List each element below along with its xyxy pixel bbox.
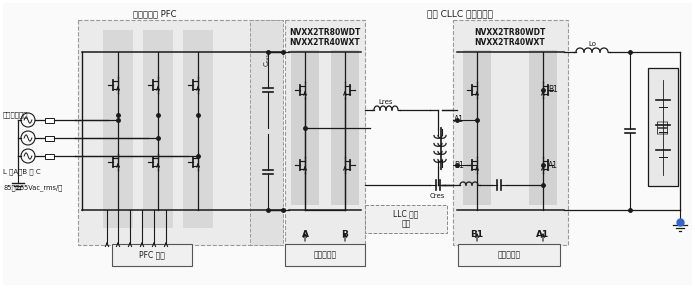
Bar — [250, 20, 283, 245]
Text: NVXX2TR80WDT: NVXX2TR80WDT — [289, 28, 361, 37]
Bar — [112, 244, 192, 266]
Bar — [285, 244, 365, 266]
Bar — [291, 50, 319, 205]
Text: B1: B1 — [454, 160, 464, 170]
Text: B1: B1 — [548, 86, 558, 95]
Text: 85－265Vac_rms/相: 85－265Vac_rms/相 — [3, 185, 63, 191]
Text: 双向 CLLC 全桥转换器: 双向 CLLC 全桥转换器 — [427, 9, 493, 18]
Text: PFC 控制: PFC 控制 — [139, 251, 165, 260]
Bar — [183, 30, 213, 228]
Text: A1: A1 — [537, 230, 550, 239]
Text: Lo: Lo — [588, 41, 596, 47]
Bar — [44, 153, 54, 158]
Text: B1: B1 — [471, 230, 484, 239]
Text: A1: A1 — [548, 160, 558, 170]
Bar — [103, 30, 133, 228]
Bar — [463, 50, 491, 205]
Text: 电池: 电池 — [657, 119, 669, 134]
Bar — [331, 50, 359, 205]
Bar — [285, 20, 365, 245]
Bar — [78, 20, 282, 245]
Text: B: B — [341, 230, 348, 239]
Text: 升压型三相 PFC: 升压型三相 PFC — [133, 9, 177, 18]
Text: A1: A1 — [454, 116, 464, 125]
Text: NVXX2TR40WXT: NVXX2TR40WXT — [290, 38, 361, 47]
Text: 三相交流输入: 三相交流输入 — [3, 112, 28, 118]
Bar — [453, 20, 568, 245]
Bar — [458, 244, 560, 266]
Text: NVXX2TR40WXT: NVXX2TR40WXT — [475, 38, 546, 47]
Text: Cres: Cres — [430, 193, 445, 199]
Text: L 相A、B 和 C: L 相A、B 和 C — [3, 169, 40, 175]
Bar — [143, 30, 173, 228]
Bar — [44, 136, 54, 140]
Text: Cₙᵤₛ: Cₙᵤₛ — [264, 53, 270, 66]
Text: 次级侧门控: 次级侧门控 — [498, 251, 521, 260]
Bar — [648, 68, 678, 186]
Text: LLC 储能
电路: LLC 储能 电路 — [393, 209, 418, 229]
Text: Lres: Lres — [379, 99, 393, 105]
Bar — [529, 50, 557, 205]
Bar — [365, 205, 447, 233]
Text: 初级侧门控: 初级侧门控 — [313, 251, 336, 260]
Text: NVXX2TR80WDT: NVXX2TR80WDT — [474, 28, 546, 37]
Text: A: A — [302, 230, 309, 239]
Bar — [44, 118, 54, 123]
